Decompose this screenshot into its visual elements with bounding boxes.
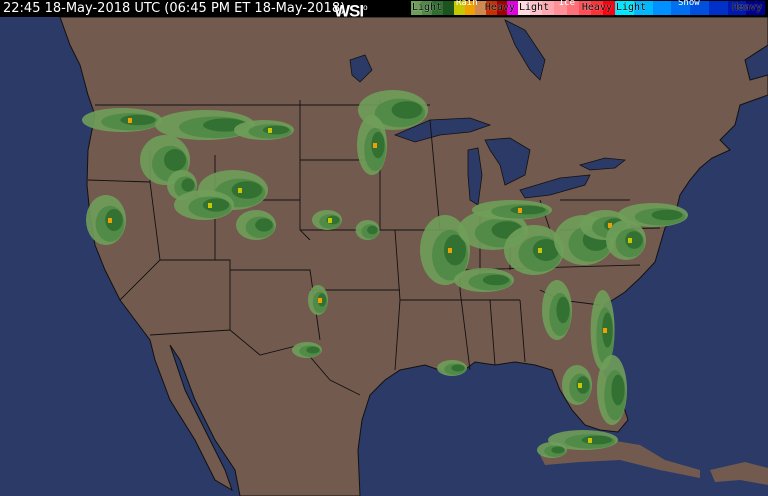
legend-snow: Light Heavy Snow (615, 0, 765, 15)
radar-echoes (82, 90, 688, 458)
radar-echo (306, 346, 320, 354)
radar-echo (391, 101, 423, 119)
legend-swatch (542, 1, 555, 15)
legend-light-label: Light (616, 2, 647, 13)
legend-swatch (746, 1, 765, 15)
legend-title: Snow (678, 0, 700, 8)
radar-echo (625, 231, 643, 249)
legend-swatch (464, 1, 476, 15)
legend-light-label: Light (412, 2, 443, 13)
legend-title: Ice (558, 0, 575, 8)
legend-swatch (421, 1, 433, 15)
radar-echo (532, 239, 560, 261)
radar-echo-heavy (588, 438, 592, 443)
legend-swatch (432, 1, 444, 15)
legend-title: Rain (455, 0, 478, 8)
legend-swatch (690, 1, 709, 15)
north-america-land (59, 16, 768, 496)
legend-swatch (602, 1, 615, 15)
legend-heavy-label: Heavy (731, 2, 762, 13)
radar-echo (482, 274, 510, 286)
radar-echo (576, 376, 590, 394)
radar-echo (451, 364, 465, 372)
radar-echo (255, 218, 273, 232)
legend-swatch (566, 1, 579, 15)
timestamp: 22:45 18-May-2018 UTC (06:45 PM ET 18-Ma… (3, 1, 346, 16)
radar-echo-heavy (628, 238, 632, 243)
radar-echo (510, 205, 546, 215)
legend-swatch (485, 1, 497, 15)
radar-echo (105, 209, 123, 231)
radar-echo-heavy (373, 143, 377, 148)
hispaniola (710, 462, 768, 485)
radar-echo-heavy (608, 223, 612, 228)
legend-swatch (507, 1, 519, 15)
legend-swatch (475, 1, 486, 15)
radar-echo-heavy (208, 203, 212, 208)
radar-echo-heavy (603, 328, 607, 333)
radar-echo (371, 131, 385, 159)
radar-echo (581, 435, 613, 445)
legend-swatch (496, 1, 508, 15)
legend-swatch (727, 1, 747, 15)
legend-swatch (518, 1, 531, 15)
radar-echo (164, 149, 186, 171)
radar-echo (367, 225, 378, 235)
legend-swatch (554, 1, 567, 15)
radar-echo (262, 125, 290, 135)
radar-echo (611, 374, 625, 406)
legend-swatch (411, 1, 422, 15)
legend-swatch (453, 1, 465, 15)
radar-echo-heavy (108, 218, 112, 223)
legend-swatch (578, 1, 591, 15)
radar-echo (551, 446, 565, 454)
legend-swatch (615, 1, 634, 15)
radar-echo-heavy (328, 218, 332, 223)
legend-rain: Light Heavy Rain (411, 0, 519, 15)
radar-echo (556, 296, 570, 324)
legend-swatch (590, 1, 603, 15)
radar-echo-heavy (318, 298, 322, 303)
radar-echo-heavy (268, 128, 272, 133)
legend-swatch (633, 1, 653, 15)
radar-echo (651, 209, 683, 221)
radar-echo (602, 312, 613, 348)
radar-echo (181, 178, 195, 192)
legend-swatch (530, 1, 543, 15)
radar-echo (120, 114, 156, 126)
legend-heavy-label: Heavy (484, 2, 515, 13)
wsi-logo: WSIo (334, 1, 368, 21)
radar-echo (444, 234, 466, 266)
legend-ice: Light Heavy Ice (518, 0, 615, 15)
radar-echo (202, 198, 230, 212)
legend-swatch (708, 1, 728, 15)
legend-swatch (671, 1, 690, 15)
radar-echo-heavy (518, 208, 522, 213)
legend-light-label: Light (519, 2, 550, 13)
logo-text: WSI (334, 1, 364, 21)
radar-echo-heavy (448, 248, 452, 253)
header-bar: 22:45 18-May-2018 UTC (06:45 PM ET 18-Ma… (0, 0, 768, 21)
legend-heavy-label: Heavy (581, 2, 612, 13)
legend-swatch (652, 1, 672, 15)
radar-echo (231, 181, 263, 199)
radar-echo-heavy (578, 383, 582, 388)
radar-echo-heavy (238, 188, 242, 193)
radar-echo-heavy (538, 248, 542, 253)
radar-echo-heavy (128, 118, 132, 123)
legend-swatch (443, 1, 454, 15)
